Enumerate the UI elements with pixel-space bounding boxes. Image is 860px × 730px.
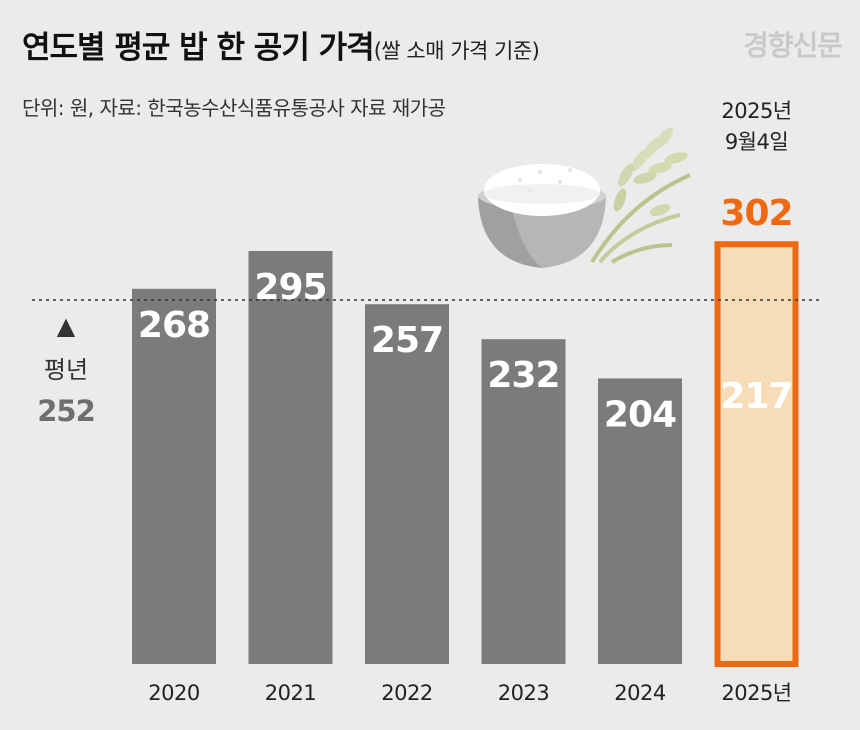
x-tick-label: 2022 (381, 681, 432, 705)
bar-labels-group: 268 295 257 232 204 217 (138, 267, 794, 435)
chart-subtitle: (쌀 소매 가격 기준) (373, 39, 540, 63)
highlight-group: 302 2025년 9월4일 (714, 99, 799, 667)
header: 연도별 평균 밥 한 공기 가격(쌀 소매 가격 기준) 경향신문 (22, 18, 843, 68)
rice-stalk-icon (590, 127, 691, 264)
bar-value-label: 257 (371, 320, 443, 361)
highlight-date-label: 2025년 (721, 99, 791, 123)
bar-1 (248, 251, 333, 664)
publisher-logo: 경향신문 (742, 29, 843, 62)
bars-group (132, 251, 799, 664)
average-marker-icon: ▲ (57, 312, 76, 340)
bar-2 (365, 304, 449, 664)
bar-4 (598, 378, 682, 664)
average-label: 평년 (44, 356, 88, 384)
x-tick-label: 2020 (148, 681, 199, 705)
chart-title: 연도별 평균 밥 한 공기 가격(쌀 소매 가격 기준) (22, 22, 540, 67)
rice-bowl-illustration (478, 127, 691, 268)
reference-line-group: ▲ 평년 252 (32, 299, 820, 428)
x-ticks-group: 2020 2021 2022 2023 2024 2025년 (148, 681, 792, 705)
bar-3 (481, 339, 566, 664)
bar-value-label: 295 (254, 267, 326, 308)
bowl-icon (478, 164, 606, 268)
source-note: 단위: 원, 자료: 한국농수산식품유통공사 자료 재가공 (22, 96, 446, 120)
highlight-date-label: 9월4일 (725, 130, 788, 154)
x-tick-label: 2023 (498, 681, 549, 705)
x-tick-label: 2021 (265, 681, 316, 705)
highlight-value-label: 302 (720, 193, 792, 234)
bar-value-label: 217 (720, 376, 792, 417)
highlight-bar (714, 241, 799, 667)
title-main: 연도별 평균 밥 한 공기 가격 (22, 30, 375, 66)
x-tick-label: 2024 (614, 681, 666, 705)
x-tick-label: 2025년 (721, 681, 791, 705)
average-value: 252 (37, 394, 95, 428)
bar-value-label: 204 (604, 394, 676, 435)
bar-value-label: 232 (487, 355, 559, 396)
bar-value-label: 268 (138, 305, 210, 346)
bar-0 (132, 288, 216, 664)
